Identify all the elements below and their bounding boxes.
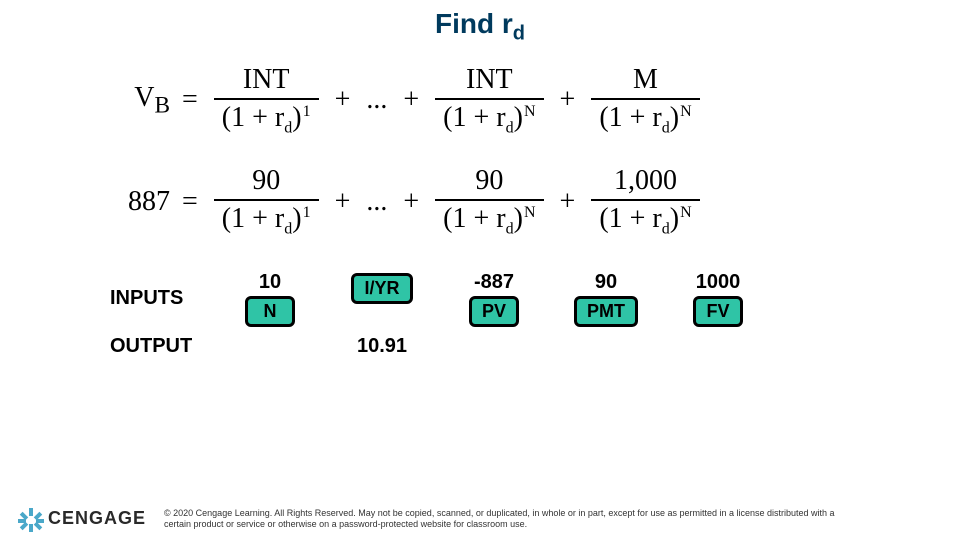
eq2-t1-den: (1 + rd)1 (214, 199, 319, 239)
plus-sign: + (329, 186, 357, 218)
eq2-term3: 1,000 (1 + rd)N (591, 165, 699, 239)
calc-input-cells: 10 N I/YR -887 PV 90 PMT 1000 FV (230, 271, 758, 327)
copyright-text: © 2020 Cengage Learning. All Rights Rese… (164, 508, 864, 531)
output-label: OUTPUT (110, 335, 230, 358)
equals-sign: = (176, 186, 204, 218)
calculator-block: INPUTS 10 N I/YR -887 PV 90 PMT 1000 FV (0, 267, 960, 358)
eq1-lhs: VB (100, 82, 170, 120)
calc-key-iyr: I/YR (351, 273, 412, 304)
calc-col-pmt: 90 PMT (566, 271, 646, 327)
calc-key-n: N (245, 296, 295, 327)
eq2-t3-num: 1,000 (606, 165, 685, 199)
output-cells: 10.91 (230, 335, 422, 358)
calc-key-fv: FV (693, 296, 743, 327)
eq1-lhs-sym: V (134, 82, 154, 113)
calc-col-iyr: I/YR (342, 271, 422, 304)
calc-val-pmt: 90 (595, 271, 617, 294)
calc-key-pmt: PMT (574, 296, 638, 327)
eq2-lhs: 887 (100, 186, 170, 218)
eq1-term3: M (1 + rd)N (591, 64, 699, 138)
calc-col-fv: 1000 FV (678, 271, 758, 327)
eq2-term1: 90 (1 + rd)1 (214, 165, 319, 239)
plus-sign: + (554, 84, 582, 116)
eq2-t2-num: 90 (467, 165, 511, 199)
output-value: 10.91 (342, 335, 422, 358)
logo-burst-icon (20, 508, 42, 530)
plus-sign: + (554, 186, 582, 218)
equals-sign: = (176, 84, 204, 116)
eq1-t2-den: (1 + rd)N (435, 98, 543, 138)
eq2-t3-den: (1 + rd)N (591, 199, 699, 239)
plus-sign: + (397, 186, 425, 218)
eq1-t1-num: INT (235, 64, 298, 98)
eq1-t2-num: INT (458, 64, 521, 98)
equation-1: VB = INT (1 + rd)1 + ... + INT (1 + rd)N… (100, 64, 860, 138)
eq1-term1: INT (1 + rd)1 (214, 64, 319, 138)
calc-val-fv: 1000 (696, 271, 741, 294)
ellipsis: ... (362, 186, 391, 218)
calc-val-n: 10 (259, 271, 281, 294)
slide-title: Find rd (0, 0, 960, 46)
eq1-lhs-sub: B (154, 92, 170, 118)
plus-sign: + (397, 84, 425, 116)
eq2-term2: 90 (1 + rd)N (435, 165, 543, 239)
equation-2: 887 = 90 (1 + rd)1 + ... + 90 (1 + rd)N … (100, 165, 860, 239)
calc-key-pv: PV (469, 296, 519, 327)
calc-val-pv: -887 (474, 271, 514, 294)
eq1-t1-den: (1 + rd)1 (214, 98, 319, 138)
eq1-term2: INT (1 + rd)N (435, 64, 543, 138)
eq2-t1-num: 90 (244, 165, 288, 199)
brand-logo: CENGAGE (20, 508, 146, 530)
output-row: OUTPUT 10.91 (110, 335, 850, 358)
eq1-t3-den: (1 + rd)N (591, 98, 699, 138)
brand-name: CENGAGE (48, 508, 146, 529)
eq2-t2-den: (1 + rd)N (435, 199, 543, 239)
ellipsis: ... (362, 84, 391, 116)
calc-col-n: 10 N (230, 271, 310, 327)
plus-sign: + (329, 84, 357, 116)
footer: CENGAGE © 2020 Cengage Learning. All Rig… (20, 508, 940, 531)
title-sub: d (513, 23, 525, 45)
eq1-t3-num: M (625, 64, 666, 98)
calc-col-pv: -887 PV (454, 271, 534, 327)
inputs-row: INPUTS 10 N I/YR -887 PV 90 PMT 1000 FV (110, 271, 850, 327)
inputs-label: INPUTS (110, 287, 230, 310)
title-main: Find r (435, 8, 513, 39)
equations-block: VB = INT (1 + rd)1 + ... + INT (1 + rd)N… (0, 46, 960, 239)
